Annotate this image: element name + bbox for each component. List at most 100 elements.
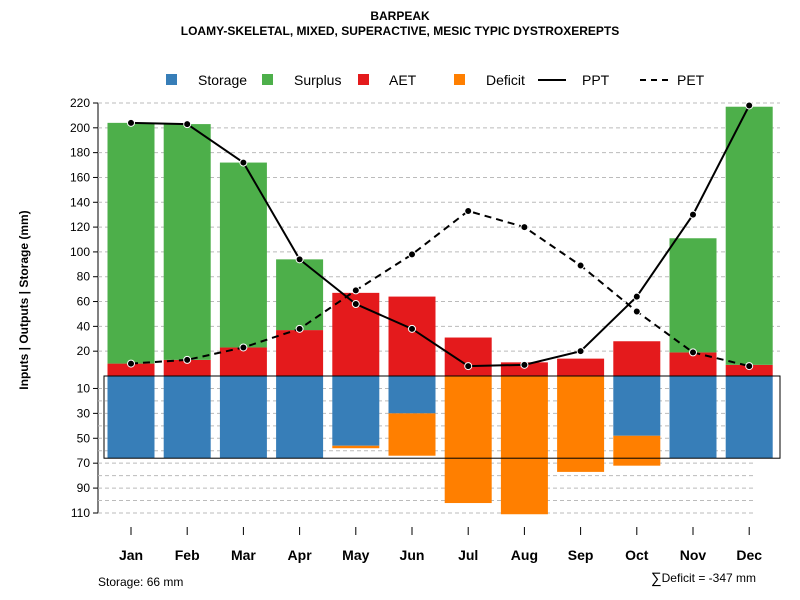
pet-point [689, 348, 697, 357]
ppt-point [689, 210, 697, 219]
x-tick-label: Jan [119, 547, 143, 563]
deficit-bar [500, 376, 548, 515]
surplus-bar [276, 259, 324, 331]
pet-series-line [130, 209, 750, 368]
y-tick-label: 20 [77, 344, 91, 358]
legend-pet-line [640, 79, 668, 81]
legend-ppt-line [538, 79, 566, 81]
ppt-point [295, 255, 304, 264]
aet-bar [444, 337, 492, 376]
aet-bar [669, 352, 717, 376]
surplus-bar [107, 122, 155, 364]
y-tick-label: 200 [70, 121, 90, 135]
storage-bar [107, 376, 155, 459]
y-axis-label: Inputs | Outputs | Storage (mm) [17, 210, 31, 390]
pet-point [576, 261, 585, 270]
ppt-point [127, 118, 135, 127]
deficit-bar [388, 413, 436, 456]
deficit-note: ∑Deficit = -347 mm [651, 570, 756, 587]
pet-point [295, 324, 304, 333]
y-tick-label: 80 [77, 270, 91, 284]
x-tick-label: Jun [400, 547, 425, 563]
chart-title: BARPEAK [370, 9, 430, 23]
y-tick-label: 120 [70, 220, 90, 234]
ppt-point [351, 300, 360, 309]
x-tick-label: May [342, 547, 369, 563]
ppt-point [464, 362, 473, 371]
pet-point [745, 362, 754, 371]
y-tick-label: 40 [77, 319, 91, 333]
aet-bar [107, 363, 155, 376]
y-tick-label: 90 [77, 481, 91, 495]
surplus-bar [669, 238, 717, 353]
y-tick-label: 60 [77, 295, 91, 309]
pet-point [520, 223, 529, 232]
pet-point [464, 206, 473, 215]
legend-pet-label: PET [677, 72, 705, 88]
y-tick-label: 160 [70, 170, 90, 184]
storage-bar [613, 376, 661, 436]
pet-point [127, 359, 135, 368]
x-tick-label: Apr [288, 547, 313, 563]
ppt-series-line [130, 105, 751, 368]
aet-bar [276, 330, 324, 376]
ppt-point [745, 101, 754, 110]
storage-note: Storage: 66 mm [98, 575, 184, 589]
legend-surplus-swatch [262, 74, 273, 85]
pet-point [408, 250, 416, 259]
storage-bar [163, 376, 211, 459]
x-tick-label: Nov [680, 547, 707, 563]
surplus-bar [219, 162, 267, 348]
deficit-total: Deficit = -347 mm [661, 571, 756, 585]
x-tick-label: Feb [175, 547, 200, 563]
legend-storage-swatch [166, 74, 177, 85]
x-tick-label: Oct [625, 547, 649, 563]
legend-deficit-swatch [454, 74, 465, 85]
deficit-bar [613, 435, 661, 466]
y-tick-label: 70 [77, 456, 91, 470]
y-tick-label: 50 [77, 431, 91, 445]
surplus-bar [163, 124, 211, 360]
ppt-point [576, 347, 585, 356]
deficit-bar [332, 445, 380, 449]
pet-point [351, 286, 360, 295]
sigma-symbol: ∑ [650, 570, 662, 587]
y-tick-label: 100 [70, 245, 90, 259]
storage-bar [219, 376, 267, 459]
legend-aet-swatch [358, 74, 369, 85]
y-tick-label: 140 [70, 195, 90, 209]
aet-bar [388, 296, 436, 376]
storage-bar [725, 376, 773, 459]
storage-bar [669, 376, 717, 459]
pet-point [239, 343, 248, 352]
storage-bar [276, 376, 324, 459]
storage-bar [388, 376, 436, 414]
x-tick-label: Jul [458, 547, 478, 563]
deficit-bar [444, 376, 492, 504]
legend-storage-label: Storage [198, 72, 248, 88]
aet-bar [163, 359, 211, 376]
chart-subtitle: LOAMY-SKELETAL, MIXED, SUPERACTIVE, MESI… [180, 24, 620, 38]
x-tick-label: Mar [231, 547, 256, 563]
pet-point [183, 355, 192, 364]
chart-legend: Storage Surplus AET Deficit PPT PET [0, 71, 800, 89]
aet-bar [557, 358, 605, 376]
x-tick-label: Sep [568, 547, 594, 563]
aet-bar [219, 347, 267, 376]
ppt-point [520, 360, 529, 369]
legend-surplus-label: Surplus [294, 72, 342, 88]
aet-bar [613, 341, 661, 376]
storage-bar [332, 376, 380, 446]
y-tick-label: 180 [70, 146, 90, 160]
legend-ppt-label: PPT [582, 72, 610, 88]
surplus-bar [725, 106, 773, 365]
y-tick-label: 110 [71, 506, 90, 520]
legend-aet-label: AET [389, 72, 417, 88]
ppt-point [632, 292, 641, 301]
ppt-point [408, 324, 416, 333]
aet-bar [725, 364, 773, 376]
x-tick-label: Dec [736, 547, 762, 563]
ppt-point [239, 158, 248, 167]
ppt-point [183, 120, 192, 129]
